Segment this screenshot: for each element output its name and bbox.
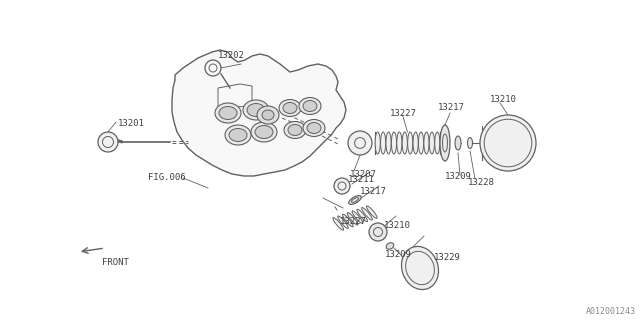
Ellipse shape — [357, 209, 367, 222]
Ellipse shape — [303, 100, 317, 111]
Text: 13210: 13210 — [490, 95, 517, 104]
Text: 13209: 13209 — [445, 172, 472, 181]
Polygon shape — [118, 140, 122, 143]
Ellipse shape — [215, 103, 241, 123]
Circle shape — [98, 132, 118, 152]
Ellipse shape — [225, 125, 251, 145]
Ellipse shape — [386, 243, 394, 249]
Text: 13217: 13217 — [360, 187, 387, 196]
Text: 13228: 13228 — [468, 178, 495, 187]
Text: FIG.006: FIG.006 — [148, 173, 186, 182]
Ellipse shape — [262, 110, 274, 120]
Text: 13202: 13202 — [218, 51, 245, 60]
Ellipse shape — [243, 100, 269, 120]
Text: 13201: 13201 — [118, 119, 145, 128]
Ellipse shape — [307, 123, 321, 133]
Ellipse shape — [362, 208, 372, 220]
Ellipse shape — [251, 122, 277, 142]
Ellipse shape — [283, 102, 297, 114]
Ellipse shape — [397, 132, 402, 154]
Circle shape — [334, 178, 350, 194]
Polygon shape — [172, 50, 346, 176]
Ellipse shape — [247, 103, 265, 116]
Text: A012001243: A012001243 — [586, 307, 636, 316]
Ellipse shape — [288, 124, 302, 135]
Circle shape — [348, 131, 372, 155]
Ellipse shape — [424, 132, 429, 154]
Ellipse shape — [348, 212, 358, 225]
Ellipse shape — [435, 132, 440, 154]
Text: 13210: 13210 — [384, 221, 411, 230]
Ellipse shape — [219, 107, 237, 119]
Text: 13217: 13217 — [438, 103, 465, 112]
Ellipse shape — [257, 106, 279, 124]
Ellipse shape — [352, 211, 363, 223]
Ellipse shape — [367, 206, 377, 218]
Text: 13227: 13227 — [390, 109, 417, 118]
Ellipse shape — [386, 132, 391, 154]
Circle shape — [369, 223, 387, 241]
Ellipse shape — [401, 246, 438, 290]
Text: 13207: 13207 — [350, 170, 377, 179]
Text: 13227: 13227 — [340, 218, 367, 227]
Ellipse shape — [338, 216, 348, 228]
Ellipse shape — [349, 196, 361, 204]
Text: 13211: 13211 — [348, 175, 375, 184]
Ellipse shape — [408, 132, 413, 154]
Ellipse shape — [413, 132, 418, 154]
Ellipse shape — [303, 119, 325, 137]
Circle shape — [480, 115, 536, 171]
Ellipse shape — [229, 129, 247, 141]
Ellipse shape — [284, 122, 306, 139]
Ellipse shape — [279, 100, 301, 116]
Ellipse shape — [392, 132, 397, 154]
Ellipse shape — [467, 138, 472, 148]
Ellipse shape — [440, 125, 450, 161]
Ellipse shape — [455, 136, 461, 150]
Ellipse shape — [402, 132, 408, 154]
Ellipse shape — [375, 132, 380, 154]
Ellipse shape — [429, 132, 435, 154]
Text: 13209: 13209 — [385, 250, 412, 259]
Text: FRONT: FRONT — [102, 258, 129, 267]
Ellipse shape — [255, 125, 273, 139]
Ellipse shape — [419, 132, 424, 154]
Ellipse shape — [381, 132, 386, 154]
Ellipse shape — [333, 218, 344, 230]
Text: 13229: 13229 — [434, 253, 461, 262]
Ellipse shape — [342, 214, 353, 227]
Ellipse shape — [299, 98, 321, 115]
